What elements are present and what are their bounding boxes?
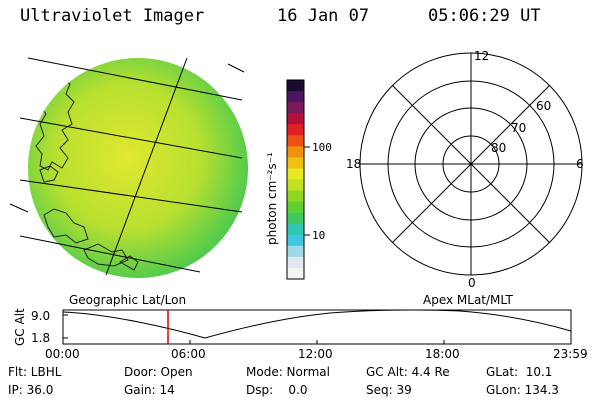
colorbar-tick-label: 100: [312, 141, 332, 154]
colorbar-swatch: [287, 80, 304, 92]
glat-info: GLat: 10.1: [486, 365, 552, 379]
colorbar-swatch: [287, 91, 304, 103]
colorbar-swatch: [287, 124, 304, 136]
ip-info: IP: 36.0: [8, 383, 53, 397]
orbit-xtick-label: 12:00: [298, 347, 333, 361]
lat-line: [19, 179, 243, 213]
colorbar-label: photon cm⁻²s⁻¹: [265, 152, 279, 245]
colorbar-swatch: [287, 146, 304, 158]
colorbar-swatch: [287, 245, 304, 258]
colorbar-tick-label: 10: [312, 229, 325, 242]
colorbar-swatch: [287, 234, 304, 247]
colorbar-swatch: [287, 267, 304, 280]
colorbar-swatch: [287, 212, 304, 225]
coastline: [39, 165, 59, 183]
earth-disk: [28, 58, 248, 278]
door-info: Door: Open: [124, 365, 193, 379]
gc-alt-info: GC Alt: 4.4 Re: [366, 365, 450, 379]
map-edge: [227, 63, 245, 73]
image-title: Ultraviolet Imager: [20, 6, 205, 26]
orbit-altitude-curve: [62, 309, 572, 339]
map-edge: [9, 203, 29, 213]
colorbar-swatch: [287, 102, 304, 114]
colorbar-swatch: [287, 223, 304, 236]
map-caption: Geographic Lat/Lon: [69, 293, 186, 307]
colorbar-swatch: [287, 190, 304, 203]
polar-diagonal: [392, 85, 550, 243]
dsp-info: Dsp: 0.0: [246, 383, 308, 397]
orbit-ytick-label: 1.8: [31, 331, 50, 345]
filter-info: Flt: LBHL: [8, 365, 62, 379]
colorbar: [287, 80, 304, 280]
colorbar-swatch: [287, 201, 304, 214]
lat-line: [19, 117, 243, 159]
coastline: [43, 208, 89, 244]
coastline: [83, 243, 129, 267]
orbit-xtick-label: 00:00: [45, 347, 80, 361]
orbit-ylabel: GC Alt: [13, 308, 27, 346]
orbit-xtick-label: 23:59: [553, 347, 588, 361]
earth-image: [28, 58, 248, 278]
orbit-ytick-label: 9.0: [31, 309, 50, 323]
colorbar-swatch: [287, 113, 304, 125]
image-date: 16 Jan 07: [277, 6, 370, 26]
lat-label-60: 60: [536, 99, 551, 113]
mlt-label-12: 12: [474, 49, 489, 63]
polar-caption: Apex MLat/MLT: [423, 293, 513, 307]
colorbar-frame: [286, 79, 305, 280]
lat-line: [27, 57, 243, 101]
colorbar-swatch: [287, 256, 304, 269]
lat-label-70: 70: [511, 121, 526, 135]
lat-line: [19, 235, 201, 273]
image-time: 05:06:29 UT: [428, 6, 541, 26]
mlt-label-6: 6: [576, 157, 584, 171]
colorbar-swatch: [287, 135, 304, 147]
polar-plot: [359, 52, 583, 276]
seq-info: Seq: 39: [366, 383, 412, 397]
colorbar-swatch: [287, 157, 304, 170]
mlt-label-0: 0: [468, 276, 476, 290]
lat-label-80: 80: [491, 141, 506, 155]
coastline: [119, 255, 139, 271]
mlt-label-18: 18: [346, 157, 361, 171]
glon-info: GLon: 134.3: [486, 383, 559, 397]
orbit-xtick-label: 06:00: [171, 347, 206, 361]
colorbar-swatch: [287, 168, 304, 181]
mode-info: Mode: Normal: [246, 365, 330, 379]
colorbar-swatch: [287, 179, 304, 192]
orbit-xtick-label: 18:00: [425, 347, 460, 361]
coastline: [35, 77, 75, 171]
gain-info: Gain: 14: [124, 383, 175, 397]
lon-line: [105, 57, 188, 276]
